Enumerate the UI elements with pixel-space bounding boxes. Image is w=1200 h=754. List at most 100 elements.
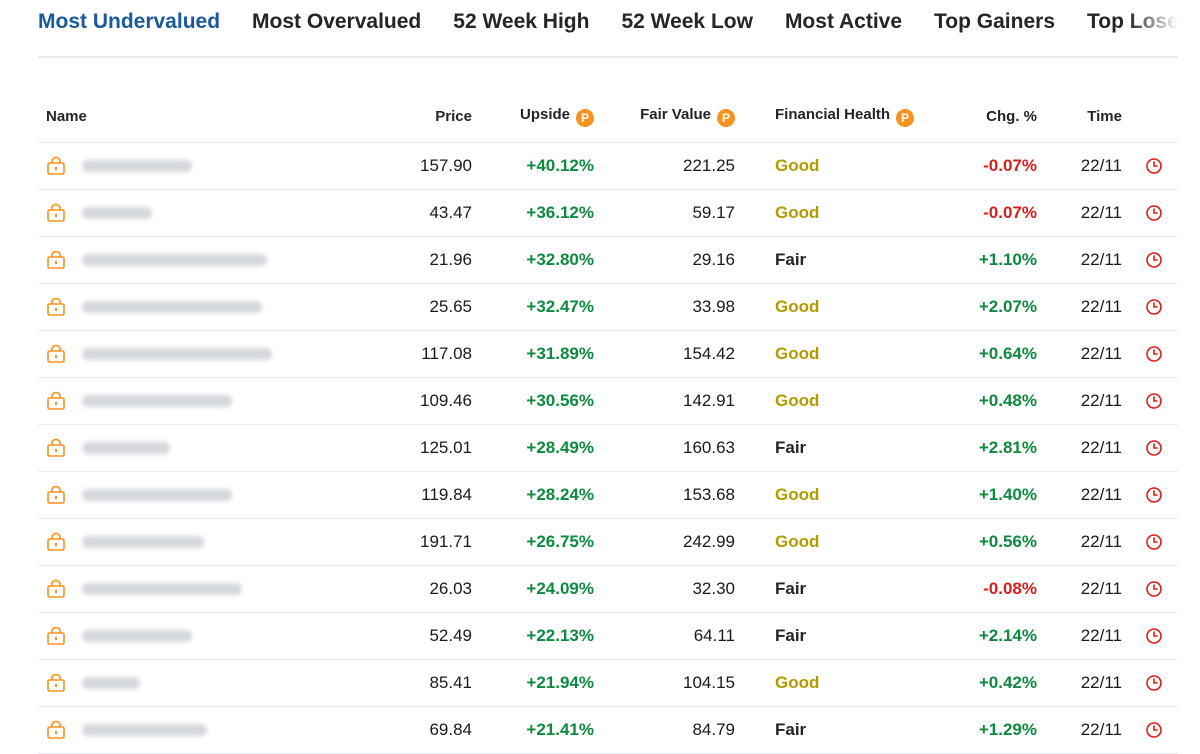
time-cell: 22/11	[1045, 377, 1130, 425]
column-header-time[interactable]: Time	[1045, 92, 1130, 143]
blurred-stock-name	[82, 488, 232, 501]
column-header-upside[interactable]: Upside P	[480, 92, 602, 143]
upside-cell: +21.41%	[480, 706, 602, 754]
table-row[interactable]: 157.90 +40.12% 221.25 Good -0.07% 22/11	[38, 142, 1178, 190]
clock-cell	[1130, 612, 1178, 660]
price-cell: 119.84	[338, 471, 480, 519]
column-header-fair-value[interactable]: Fair Value P	[602, 92, 743, 143]
lock-icon[interactable]	[46, 532, 66, 552]
clock-icon	[1145, 345, 1163, 363]
upside-cell: +22.13%	[480, 612, 602, 660]
name-cell[interactable]	[38, 236, 338, 284]
lock-icon[interactable]	[46, 673, 66, 693]
upside-cell: +32.80%	[480, 236, 602, 284]
lock-icon[interactable]	[46, 485, 66, 505]
table-row[interactable]: 26.03 +24.09% 32.30 Fair -0.08% 22/11	[38, 565, 1178, 613]
table-row[interactable]: 119.84 +28.24% 153.68 Good +1.40% 22/11	[38, 471, 1178, 519]
pro-badge-icon: P	[717, 109, 735, 128]
lock-icon[interactable]	[46, 156, 66, 176]
financial-health-cell: Good	[743, 283, 933, 331]
column-header-financial-health[interactable]: Financial Health P	[743, 92, 933, 143]
name-cell[interactable]	[38, 518, 338, 566]
clock-icon	[1145, 721, 1163, 739]
clock-cell	[1130, 283, 1178, 331]
lock-icon[interactable]	[46, 250, 66, 270]
lock-icon[interactable]	[46, 626, 66, 646]
blurred-stock-name	[82, 582, 242, 595]
tab-52-week-high[interactable]: 52 Week High	[453, 10, 590, 33]
clock-icon	[1145, 157, 1163, 175]
lock-icon[interactable]	[46, 344, 66, 364]
blurred-stock-name	[82, 394, 232, 407]
upside-cell: +31.89%	[480, 330, 602, 378]
tab-most-undervalued[interactable]: Most Undervalued	[38, 0, 220, 56]
time-cell: 22/11	[1045, 706, 1130, 754]
chg-cell: -0.08%	[933, 565, 1045, 613]
name-cell[interactable]	[38, 706, 338, 754]
name-cell[interactable]	[38, 330, 338, 378]
financial-health-cell: Fair	[743, 612, 933, 660]
clock-cell	[1130, 659, 1178, 707]
lock-icon[interactable]	[46, 297, 66, 317]
clock-icon	[1145, 533, 1163, 551]
table-row[interactable]: 125.01 +28.49% 160.63 Fair +2.81% 22/11	[38, 424, 1178, 472]
column-header-price[interactable]: Price	[338, 92, 480, 143]
clock-cell	[1130, 142, 1178, 190]
name-cell[interactable]	[38, 377, 338, 425]
name-cell[interactable]	[38, 189, 338, 237]
upside-cell: +26.75%	[480, 518, 602, 566]
name-cell[interactable]	[38, 283, 338, 331]
lock-icon[interactable]	[46, 720, 66, 740]
name-cell[interactable]	[38, 565, 338, 613]
fair-value-cell: 142.91	[602, 377, 743, 425]
tab-bar: Most Undervalued Most Overvalued 52 Week H…	[38, 0, 1178, 58]
financial-health-cell: Good	[743, 471, 933, 519]
price-cell: 21.96	[338, 236, 480, 284]
name-cell[interactable]	[38, 424, 338, 472]
table-row[interactable]: 25.65 +32.47% 33.98 Good +2.07% 22/11	[38, 283, 1178, 331]
fair-value-cell: 64.11	[602, 612, 743, 660]
tab-most-overvalued[interactable]: Most Overvalued	[252, 10, 422, 33]
price-cell: 69.84	[338, 706, 480, 754]
financial-health-cell: Good	[743, 189, 933, 237]
table-row[interactable]: 21.96 +32.80% 29.16 Fair +1.10% 22/11	[38, 236, 1178, 284]
chg-cell: +2.81%	[933, 424, 1045, 472]
chg-cell: +2.07%	[933, 283, 1045, 331]
clock-icon	[1145, 392, 1163, 410]
clock-icon	[1145, 627, 1163, 645]
tab-most-active[interactable]: Most Active	[784, 10, 903, 33]
table-row[interactable]: 69.84 +21.41% 84.79 Fair +1.29% 22/11	[38, 706, 1178, 754]
table-row[interactable]: 43.47 +36.12% 59.17 Good -0.07% 22/11	[38, 189, 1178, 237]
table-row[interactable]: 85.41 +21.94% 104.15 Good +0.42% 22/11	[38, 659, 1178, 707]
table-row[interactable]: 109.46 +30.56% 142.91 Good +0.48% 22/11	[38, 377, 1178, 425]
upside-cell: +32.47%	[480, 283, 602, 331]
clock-icon	[1145, 674, 1163, 692]
time-cell: 22/11	[1045, 565, 1130, 613]
table-row[interactable]: 117.08 +31.89% 154.42 Good +0.64% 22/11	[38, 330, 1178, 378]
table-row[interactable]: 52.49 +22.13% 64.11 Fair +2.14% 22/11	[38, 612, 1178, 660]
lock-icon[interactable]	[46, 203, 66, 223]
blurred-stock-name	[82, 253, 267, 266]
tab-top-gainers[interactable]: Top Gainers	[934, 10, 1055, 33]
lock-icon[interactable]	[46, 391, 66, 411]
chg-cell: +2.14%	[933, 612, 1045, 660]
name-cell[interactable]	[38, 659, 338, 707]
table-row[interactable]: 191.71 +26.75% 242.99 Good +0.56% 22/11	[38, 518, 1178, 566]
chg-cell: +0.56%	[933, 518, 1045, 566]
tab-top-losers[interactable]: Top Losers	[1087, 10, 1178, 33]
financial-health-cell: Good	[743, 659, 933, 707]
tab-52-week-low[interactable]: 52 Week Low	[621, 10, 753, 33]
table-header-row: Name Price Upside P Fair Value P Financial…	[38, 92, 1178, 143]
financial-health-cell: Fair	[743, 565, 933, 613]
column-header-name[interactable]: Name	[38, 92, 338, 143]
lock-icon[interactable]	[46, 579, 66, 599]
chg-cell: +0.64%	[933, 330, 1045, 378]
column-header-chg[interactable]: Chg. %	[933, 92, 1045, 143]
financial-health-cell: Good	[743, 377, 933, 425]
name-cell[interactable]	[38, 142, 338, 190]
time-cell: 22/11	[1045, 612, 1130, 660]
name-cell[interactable]	[38, 471, 338, 519]
name-cell[interactable]	[38, 612, 338, 660]
lock-icon[interactable]	[46, 438, 66, 458]
financial-health-cell: Good	[743, 142, 933, 190]
